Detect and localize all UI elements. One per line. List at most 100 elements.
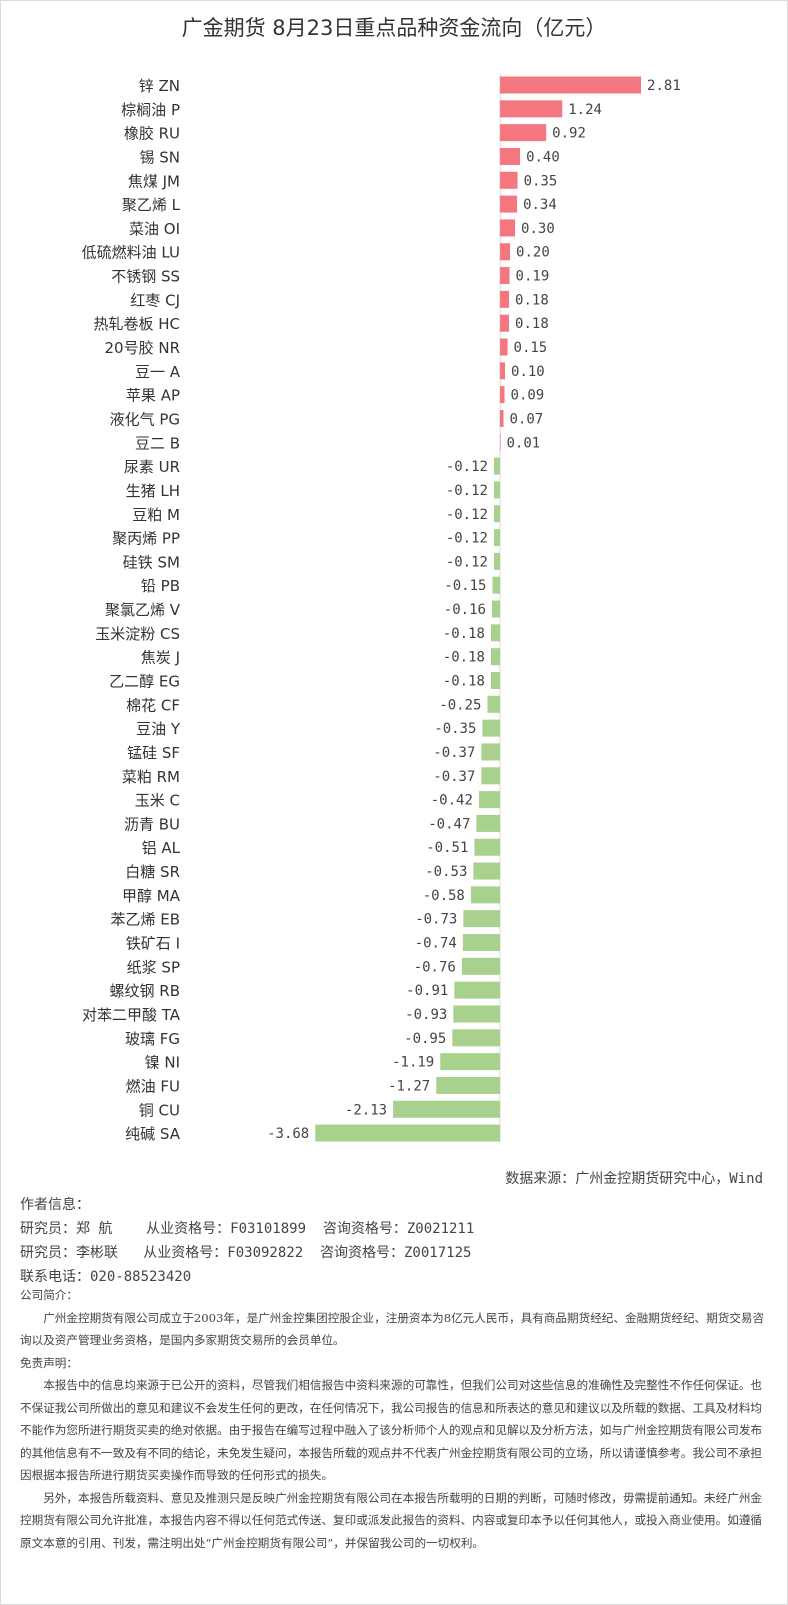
bar — [500, 76, 642, 94]
bar — [490, 624, 500, 642]
category-label: 纯碱 SA — [125, 1125, 181, 1143]
bar — [453, 1005, 500, 1023]
bar — [440, 1053, 500, 1071]
value-label: -1.27 — [388, 1078, 430, 1094]
category-label: 菜粕 RM — [122, 768, 180, 786]
value-label: -0.35 — [434, 721, 476, 737]
bar — [393, 1100, 500, 1118]
bar — [493, 529, 500, 547]
value-label: -0.93 — [405, 1007, 447, 1023]
category-label: 液化气 PG — [110, 410, 180, 428]
category-label: 对苯二甲酸 TA — [82, 1006, 181, 1024]
value-label: -0.73 — [415, 912, 457, 928]
value-label: -0.12 — [446, 483, 488, 499]
value-label: -0.12 — [446, 554, 488, 570]
value-label: -0.51 — [426, 840, 468, 856]
category-label: 沥青 BU — [124, 815, 180, 833]
category-label: 20号胶 NR — [105, 339, 181, 357]
value-label: 0.30 — [521, 221, 555, 237]
category-label: 硅铁 SM — [123, 553, 180, 571]
bar — [492, 576, 500, 594]
value-label: 0.10 — [511, 364, 545, 380]
value-label: -1.19 — [392, 1055, 434, 1071]
value-label: -0.58 — [423, 888, 465, 904]
researcher-2: 研究员：李彬联 从业资格号：F03092822 咨询资格号：Z0017125 — [20, 1245, 472, 1261]
category-label: 橡胶 RU — [124, 125, 180, 143]
category-label: 锡 SN — [139, 148, 180, 166]
bar — [500, 433, 501, 451]
value-label: -0.12 — [446, 459, 488, 475]
bar — [493, 552, 500, 570]
category-label: 铅 PB — [141, 577, 180, 595]
bar — [476, 814, 500, 832]
disclaimer-p1: 本报告中的信息均来源于已公开的资料，尽管我们相信报告中资料来源的可靠性，但我们公… — [20, 1378, 763, 1482]
bar — [481, 743, 500, 761]
company-heading: 公司简介： — [20, 1288, 78, 1302]
value-label: 0.07 — [510, 411, 544, 427]
category-label: 铁矿石 I — [126, 935, 180, 953]
value-label: 0.01 — [507, 435, 541, 451]
bar — [493, 505, 500, 523]
bar — [454, 981, 500, 999]
value-label: -2.13 — [345, 1102, 387, 1118]
category-label: 螺纹钢 RB — [110, 982, 180, 1000]
bar — [500, 409, 504, 427]
data-source: 数据来源：广州金控期货研究中心，Wind — [505, 1171, 763, 1187]
bar — [481, 767, 500, 785]
value-label: 0.15 — [514, 340, 548, 356]
bar — [487, 695, 500, 713]
category-label: 棕榈油 P — [121, 101, 180, 119]
value-label: -0.47 — [428, 816, 470, 832]
value-label: 0.18 — [515, 292, 549, 308]
value-label: -0.15 — [444, 578, 486, 594]
category-label: 不锈钢 SS — [111, 268, 180, 286]
contact-phone: 联系电话：020-88523420 — [20, 1269, 192, 1285]
value-label: -0.37 — [433, 745, 475, 761]
value-label: -0.12 — [446, 531, 488, 547]
category-label: 生猪 LH — [126, 482, 180, 500]
category-label: 铜 CU — [139, 1101, 180, 1119]
disclaimer-heading: 免责声明： — [20, 1355, 78, 1370]
researcher-1: 研究员：郑 航 从业资格号：F03101899 咨询资格号：Z0021211 — [20, 1221, 475, 1237]
bar — [500, 267, 510, 285]
category-label: 热轧卷板 HC — [93, 315, 180, 333]
value-label: 0.92 — [552, 126, 586, 142]
company-intro: 广州金控期货有限公司成立于2003年，是广州金控集团控股企业，注册资本为8亿元人… — [20, 1310, 765, 1348]
value-label: -3.68 — [267, 1126, 309, 1142]
category-label: 聚氯乙烯 V — [105, 601, 181, 619]
bar — [500, 100, 563, 118]
bar — [491, 600, 500, 618]
value-label: 1.24 — [568, 102, 602, 118]
bar — [490, 648, 500, 666]
bar — [474, 838, 500, 856]
category-label: 豆一 A — [135, 363, 181, 381]
bar — [500, 243, 511, 261]
category-label: 苯乙烯 EB — [110, 911, 180, 929]
bar — [478, 791, 500, 809]
value-label: -0.18 — [443, 626, 485, 642]
bar — [470, 886, 500, 904]
bar — [493, 481, 500, 499]
value-label: 0.20 — [516, 245, 550, 261]
bar — [482, 719, 500, 737]
value-label: 0.34 — [523, 197, 557, 213]
value-label: -0.76 — [414, 959, 456, 975]
category-label: 聚乙烯 L — [122, 196, 181, 214]
category-label: 豆二 B — [135, 434, 180, 452]
bar — [500, 386, 505, 404]
category-label: 聚丙烯 PP — [112, 530, 180, 548]
category-label: 玻璃 FG — [125, 1030, 180, 1048]
value-label: -0.42 — [431, 793, 473, 809]
bar — [493, 457, 500, 475]
bar — [500, 338, 508, 356]
category-label: 玉米 C — [135, 792, 180, 810]
bar — [462, 934, 500, 952]
category-label: 苹果 AP — [126, 387, 180, 405]
bar — [452, 1029, 500, 1047]
bar — [500, 362, 506, 380]
category-label: 燃油 FU — [126, 1077, 180, 1095]
category-label: 豆油 Y — [136, 720, 181, 738]
category-label: 焦炭 J — [141, 649, 180, 667]
bar — [490, 672, 500, 689]
value-label: 0.19 — [516, 269, 550, 285]
